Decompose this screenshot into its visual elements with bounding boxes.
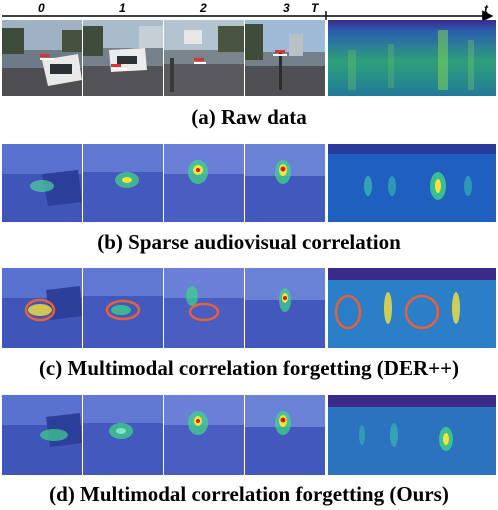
raw-frame-1 xyxy=(83,20,164,96)
tick-audio-t: t xyxy=(484,2,488,16)
highlight-ring xyxy=(188,302,220,322)
tick-frame-3: 3 xyxy=(283,1,290,15)
ours-spectrogram xyxy=(328,395,496,475)
highlight-ring xyxy=(105,299,141,321)
caption-forgetting-derpp: (c) Multimodal correlation forgetting (D… xyxy=(38,356,460,380)
tick-end-T: T xyxy=(311,1,319,15)
raw-frame-2 xyxy=(164,20,245,96)
tick-frame-2: 2 xyxy=(200,1,207,15)
sparse-frame-3 xyxy=(245,144,326,222)
caption-forgetting-ours: (d) Multimodal correlation forgetting (O… xyxy=(49,482,449,506)
derpp-spectrogram xyxy=(328,268,496,348)
tick-frame-1: 1 xyxy=(119,1,126,15)
derpp-frame-0 xyxy=(2,268,83,348)
highlight-ring xyxy=(334,294,362,330)
raw-spectrogram xyxy=(328,20,496,96)
sparse-spectrogram xyxy=(328,144,496,222)
sparse-frame-0 xyxy=(2,144,83,222)
row-forgetting-ours xyxy=(2,395,496,475)
ours-frame-2 xyxy=(164,395,245,475)
sparse-frame-1 xyxy=(83,144,164,222)
ours-frame-3 xyxy=(245,395,326,475)
row-sparse-correlation xyxy=(2,144,496,222)
tick-frame-0: 0 xyxy=(38,1,45,15)
caption-sparse-correlation: (b) Sparse audiovisual correlation xyxy=(97,230,401,254)
derpp-frame-1 xyxy=(83,268,164,348)
row-raw-data xyxy=(2,20,496,96)
row-forgetting-derpp xyxy=(2,268,496,348)
raw-frame-3 xyxy=(245,20,326,96)
timeline-arrow xyxy=(2,10,494,20)
ours-frame-1 xyxy=(83,395,164,475)
highlight-ring xyxy=(24,298,56,322)
highlight-ring xyxy=(404,294,440,330)
derpp-frame-2 xyxy=(164,268,245,348)
timeline-axis: 0 1 2 3 T t xyxy=(0,0,498,20)
caption-raw-data: (a) Raw data xyxy=(191,105,307,129)
derpp-frame-3 xyxy=(245,268,326,348)
sparse-frame-2 xyxy=(164,144,245,222)
ours-frame-0 xyxy=(2,395,83,475)
raw-frame-0 xyxy=(2,20,83,96)
